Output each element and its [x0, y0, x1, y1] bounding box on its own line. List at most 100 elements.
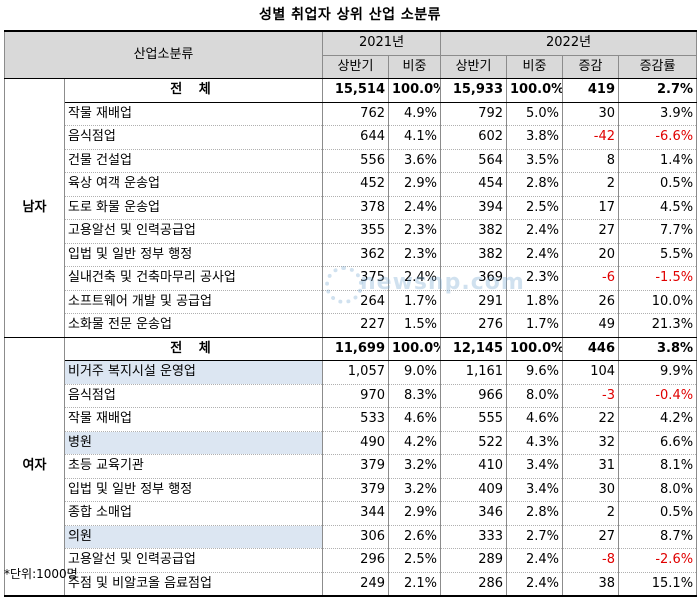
change-rate: 10.0% — [618, 290, 698, 314]
industry-table: 산업소분류 2021년 2022년 상반기 비중 상반기 비중 증감 증감률 남… — [4, 30, 698, 597]
table-row: 비거주 복지시설 운영업 1,057 9.0% 1,161 9.6% 104 9.9% — [5, 360, 698, 385]
table-row: 육상 여객 운송업 452 2.9% 454 2.8% 2 0.5% — [5, 172, 698, 197]
ratio-2021: 4.9% — [387, 102, 442, 126]
header-row-years: 산업소분류 2021년 2022년 — [4, 30, 698, 79]
industry-name: 병원 — [64, 431, 323, 455]
change-rate: 5.5% — [618, 243, 698, 267]
ratio-2021: 2.3% — [387, 219, 442, 244]
ratio-2021: 2.9% — [387, 501, 442, 526]
total-value-2022: 12,145 — [440, 337, 508, 361]
ratio-2022: 2.3% — [506, 266, 564, 291]
industry-name: 도로 화물 운송업 — [64, 196, 323, 220]
ratio-2021: 3.6% — [387, 149, 442, 173]
change-rate: 4.5% — [618, 196, 698, 220]
value-2021: 379 — [322, 478, 389, 502]
industry-name: 소프트웨어 개발 및 공급업 — [64, 290, 323, 314]
table-row: 작물 재배업 533 4.6% 555 4.6% 22 4.2% — [5, 407, 698, 432]
ratio-2022: 2.4% — [506, 548, 564, 573]
diff-value: 20 — [562, 243, 620, 267]
table-row: 실내건축 및 건축마무리 공사업 375 2.4% 369 2.3% -6 -1.5% — [5, 266, 698, 291]
diff-value: -42 — [562, 125, 620, 150]
ratio-2021: 3.2% — [387, 478, 442, 502]
header-row-columns: 상반기 비중 상반기 비중 증감 증감률 — [5, 55, 698, 79]
footnote: *단위:1000명 — [4, 567, 78, 581]
change-rate: 1.4% — [618, 149, 698, 173]
value-2022: 333 — [440, 525, 508, 549]
ratio-2022: 1.7% — [506, 313, 564, 338]
ratio-2022: 2.8% — [506, 172, 564, 197]
value-2022: 346 — [440, 501, 508, 526]
industry-name: 종합 소매업 — [64, 501, 323, 526]
total-label: 전 체 — [64, 78, 323, 103]
ratio-2021: 4.6% — [387, 407, 442, 432]
value-2022: 382 — [440, 219, 508, 244]
change-rate: -1.5% — [618, 266, 698, 291]
diff-value: 27 — [562, 525, 620, 549]
ratio-2021: 3.2% — [387, 454, 442, 479]
total-label: 전 체 — [64, 337, 323, 361]
diff-value: 8 — [562, 149, 620, 173]
value-2022: 289 — [440, 548, 508, 573]
change-rate: -2.6% — [618, 548, 698, 573]
value-2021: 296 — [322, 548, 389, 573]
header-2022: 2022년 — [440, 30, 698, 56]
ratio-2022: 2.4% — [506, 572, 564, 597]
industry-name: 의원 — [64, 525, 323, 549]
total-ratio-2021: 100.0% — [387, 78, 442, 103]
watermark: newsnp.com — [360, 270, 525, 295]
change-rate: 8.7% — [618, 525, 698, 549]
ratio-2022: 2.4% — [506, 243, 564, 267]
value-2021: 344 — [322, 501, 389, 526]
value-2021: 379 — [322, 454, 389, 479]
value-2022: 369 — [440, 266, 508, 291]
table-row: 입법 및 일반 정부 행정 362 2.3% 382 2.4% 20 5.5% — [5, 243, 698, 267]
ratio-2021: 2.4% — [387, 196, 442, 220]
change-rate: -6.6% — [618, 125, 698, 150]
table-row: 소프트웨어 개발 및 공급업 264 1.7% 291 1.8% 26 10.0% — [5, 290, 698, 314]
change-rate: 4.2% — [618, 407, 698, 432]
ratio-2021: 9.0% — [387, 360, 442, 385]
header-h1-2021: 상반기 — [322, 55, 389, 79]
diff-value: 27 — [562, 219, 620, 244]
change-rate: 8.0% — [618, 478, 698, 502]
value-2021: 306 — [322, 525, 389, 549]
ratio-2022: 3.5% — [506, 149, 564, 173]
diff-value: 17 — [562, 196, 620, 220]
ratio-2022: 4.6% — [506, 407, 564, 432]
value-2021: 556 — [322, 149, 389, 173]
watermark-sun-icon — [325, 266, 363, 304]
industry-name: 음식점업 — [64, 384, 323, 408]
ratio-2022: 3.4% — [506, 478, 564, 502]
table-row: 도로 화물 운송업 378 2.4% 394 2.5% 17 4.5% — [5, 196, 698, 220]
ratio-2021: 2.1% — [387, 572, 442, 597]
diff-value: 104 — [562, 360, 620, 385]
value-2021: 362 — [322, 243, 389, 267]
total-value-2021: 15,514 — [322, 78, 389, 103]
diff-value: 32 — [562, 431, 620, 455]
header-2021: 2021년 — [321, 30, 442, 56]
industry-name: 비거주 복지시설 운영업 — [64, 360, 323, 385]
value-2022: 394 — [440, 196, 508, 220]
value-2021: 378 — [322, 196, 389, 220]
industry-name: 육상 여객 운송업 — [64, 172, 323, 197]
industry-name: 실내건축 및 건축마무리 공사업 — [64, 266, 323, 291]
value-2021: 762 — [322, 102, 389, 126]
total-rate: 2.7% — [618, 78, 698, 103]
value-2022: 522 — [440, 431, 508, 455]
table-row: 음식점업 644 4.1% 602 3.8% -42 -6.6% — [5, 125, 698, 150]
ratio-2022: 4.3% — [506, 431, 564, 455]
table-row: 의원 306 2.6% 333 2.7% 27 8.7% — [5, 525, 698, 549]
ratio-2021: 1.7% — [387, 290, 442, 314]
women-group-label: 여자 — [4, 337, 65, 597]
value-2021: 533 — [322, 407, 389, 432]
value-2021: 355 — [322, 219, 389, 244]
change-rate: 15.1% — [618, 572, 698, 597]
diff-value: 49 — [562, 313, 620, 338]
header-rate: 증감률 — [618, 55, 698, 79]
value-2022: 286 — [440, 572, 508, 597]
change-rate: 6.6% — [618, 431, 698, 455]
industry-name: 초등 교육기관 — [64, 454, 323, 479]
